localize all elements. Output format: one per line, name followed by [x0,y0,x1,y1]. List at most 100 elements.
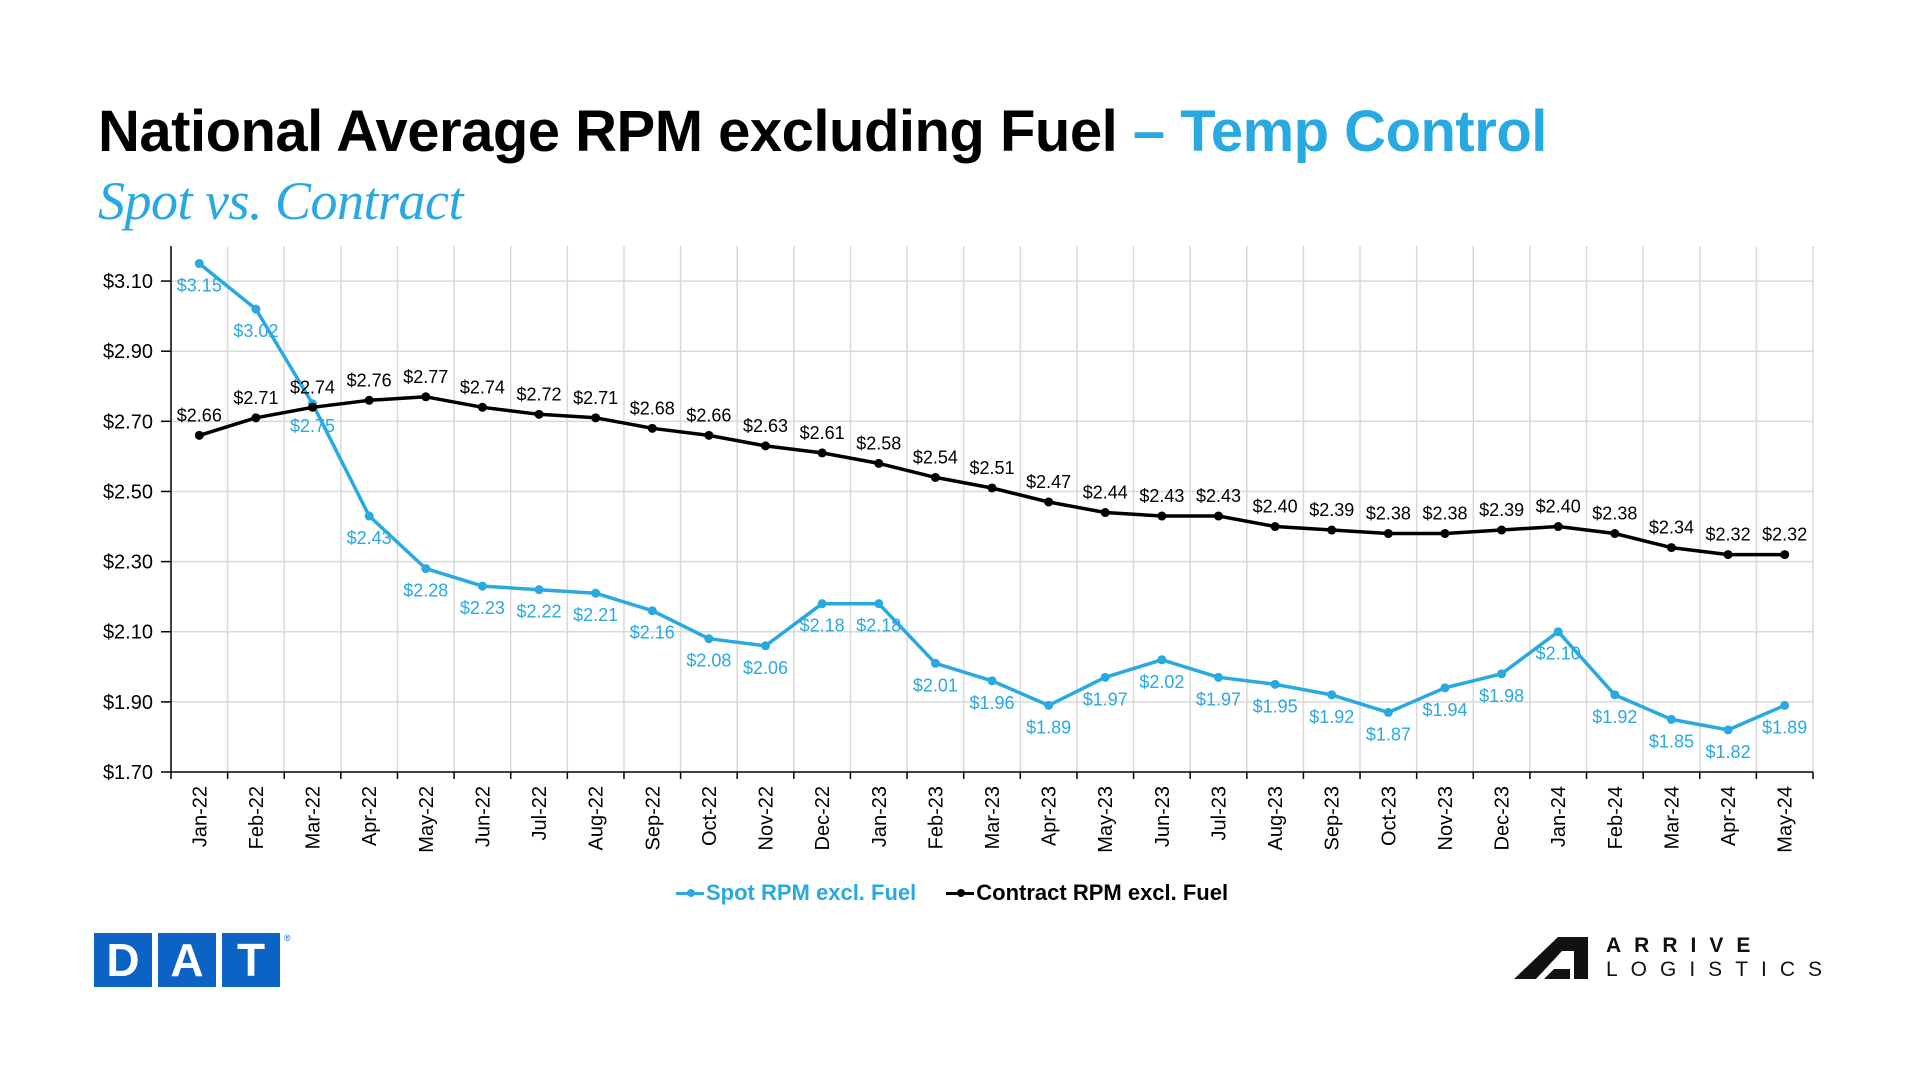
data-label-spot: $2.43 [347,528,392,548]
arrive-logo-top-text: ARRIVE [1606,934,1764,957]
x-tick-label: Aug-22 [586,786,608,851]
data-label-contract: $2.47 [1026,472,1071,492]
x-tick-label: Jun-23 [1152,786,1174,847]
dat-logo-letter-t: T [222,933,280,987]
data-point-contract [534,409,544,419]
data-point-contract [1440,529,1450,539]
x-tick-label: Feb-24 [1605,786,1627,849]
y-tick-label: $2.30 [103,552,153,574]
data-point-contract [874,458,884,468]
data-point-spot [874,599,884,609]
legend-item-contract[interactable]: Contract RPM excl. Fuel [946,880,1228,906]
registered-mark: ® [284,933,291,943]
data-point-contract [987,483,997,493]
data-point-spot [1553,627,1563,637]
data-label-spot: $2.18 [856,616,901,636]
data-label-spot: $1.85 [1649,731,1694,751]
title-accent: – Temp Control [1117,99,1548,164]
legend-marker-spot-icon [676,889,704,897]
x-tick-label: Sep-23 [1322,786,1344,851]
y-tick-label: $3.10 [103,271,153,293]
x-tick-label: Oct-23 [1378,786,1400,846]
data-label-contract: $2.40 [1536,497,1581,517]
x-tick-label: Apr-24 [1718,786,1740,846]
x-tick-label: Jan-24 [1548,786,1570,847]
data-label-contract: $2.58 [856,433,901,453]
data-point-contract [817,448,827,458]
data-label-spot: $2.28 [403,581,448,601]
legend: Spot RPM excl. Fuel Contract RPM excl. F… [676,880,1228,906]
x-tick-label: May-22 [416,786,438,853]
data-point-spot [1780,700,1790,710]
x-tick-label: May-23 [1095,786,1117,853]
data-point-spot [761,641,771,651]
data-label-contract: $2.40 [1253,497,1298,517]
x-tick-label: Apr-23 [1039,786,1061,846]
data-point-spot [1213,672,1223,682]
chart-title: National Average RPM excluding Fuel – Te… [98,98,1547,165]
y-tick-label: $1.70 [103,762,153,784]
x-tick-label: Apr-22 [359,786,381,846]
data-point-contract [1157,511,1167,521]
x-tick-label: Feb-23 [925,786,947,849]
x-tick-label: Jul-23 [1208,786,1230,840]
data-point-contract [930,472,940,482]
data-label-spot: $3.15 [177,276,222,296]
data-point-contract [761,441,771,451]
data-point-contract [647,423,657,433]
data-point-spot [647,606,657,616]
data-label-contract: $2.38 [1366,504,1411,524]
legend-label-spot: Spot RPM excl. Fuel [706,880,917,905]
data-label-spot: $1.97 [1196,689,1241,709]
data-label-contract: $2.68 [630,398,675,418]
data-point-spot [704,634,714,644]
axes: $1.70 $1.90 $2.10 $2.30 $2.50 $2.70 $2.90 $3.10… [103,246,1814,853]
data-point-contract [1383,529,1393,539]
data-point-contract [1553,522,1563,532]
x-tick-label: Dec-23 [1492,786,1514,850]
data-label-spot: $2.10 [1536,644,1581,664]
x-tick-label: Oct-22 [699,786,721,846]
data-label-contract: $2.77 [403,367,448,387]
data-point-contract [591,413,601,423]
legend-item-spot[interactable]: Spot RPM excl. Fuel [676,880,916,906]
data-label-spot: $1.95 [1253,696,1298,716]
data-label-contract: $2.71 [573,388,618,408]
data-point-contract [308,402,318,412]
data-label-spot: $1.92 [1309,707,1354,727]
data-point-contract [477,402,487,412]
data-point-contract [1270,522,1280,532]
data-label-spot: $1.94 [1422,700,1467,720]
y-tick-label: $2.90 [103,341,153,363]
y-tick-label: $2.50 [103,481,153,503]
data-label-contract: $2.39 [1309,500,1354,520]
data-point-contract [1723,550,1733,560]
data-label-spot: $1.96 [969,693,1014,713]
data-label-spot: $1.89 [1762,717,1807,737]
data-point-contract [194,430,204,440]
data-point-spot [421,564,431,574]
data-label-contract: $2.32 [1706,525,1751,545]
data-label-contract: $2.38 [1592,504,1637,524]
arrive-logistics-logo: ARRIVE LOGISTICS [1514,935,1835,980]
data-label-contract: $2.51 [969,458,1014,478]
dat-logo-letter-d: D [94,933,152,987]
data-point-spot [1610,690,1620,700]
dat-logo: D A T ® [94,933,291,987]
data-label-spot: $1.92 [1592,707,1637,727]
x-tick-label: Mar-23 [982,786,1004,849]
data-label-spot: $1.98 [1479,686,1524,706]
data-point-spot [1723,725,1733,735]
data-label-contract: $2.34 [1649,518,1694,538]
data-point-spot [194,259,204,269]
x-tick-label: Nov-22 [756,786,778,850]
data-point-spot [1100,672,1110,682]
data-point-contract [1327,525,1337,535]
data-labels: $3.15 $3.02 $2.75 $2.43 $2.28 $2.23 $2.22 $2.21… [177,276,1807,762]
x-tick-label: Feb-22 [246,786,268,849]
dat-logo-letter-a: A [158,933,216,987]
data-point-spot [1327,690,1337,700]
title-main: National Average RPM excluding Fuel [98,99,1118,164]
data-label-contract: $2.76 [347,370,392,390]
